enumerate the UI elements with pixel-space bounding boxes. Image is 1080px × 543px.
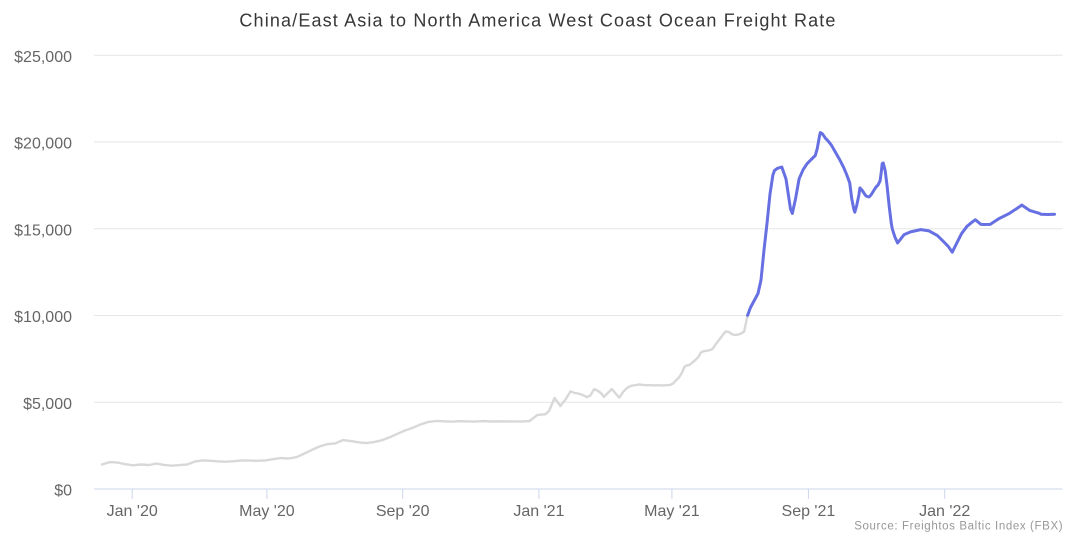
svg-text:$15,000: $15,000 [14,222,72,239]
svg-text:Source: Freightos Baltic Index: Source: Freightos Baltic Index (FBX) [854,520,1063,532]
svg-text:$10,000: $10,000 [14,309,72,326]
svg-text:$5,000: $5,000 [23,396,72,413]
svg-text:China/East Asia to North Ameri: China/East Asia to North America West Co… [239,11,836,31]
svg-text:Jan '21: Jan '21 [513,503,564,520]
svg-text:$25,000: $25,000 [14,49,72,66]
svg-text:May '20: May '20 [239,503,295,520]
svg-text:Jan '22: Jan '22 [919,503,970,520]
svg-text:Jan '20: Jan '20 [107,503,158,520]
svg-text:$0: $0 [54,483,72,500]
svg-text:Sep '20: Sep '20 [376,503,430,520]
svg-text:May '21: May '21 [644,503,700,520]
svg-text:Sep '21: Sep '21 [782,503,836,520]
svg-text:$20,000: $20,000 [14,136,72,153]
